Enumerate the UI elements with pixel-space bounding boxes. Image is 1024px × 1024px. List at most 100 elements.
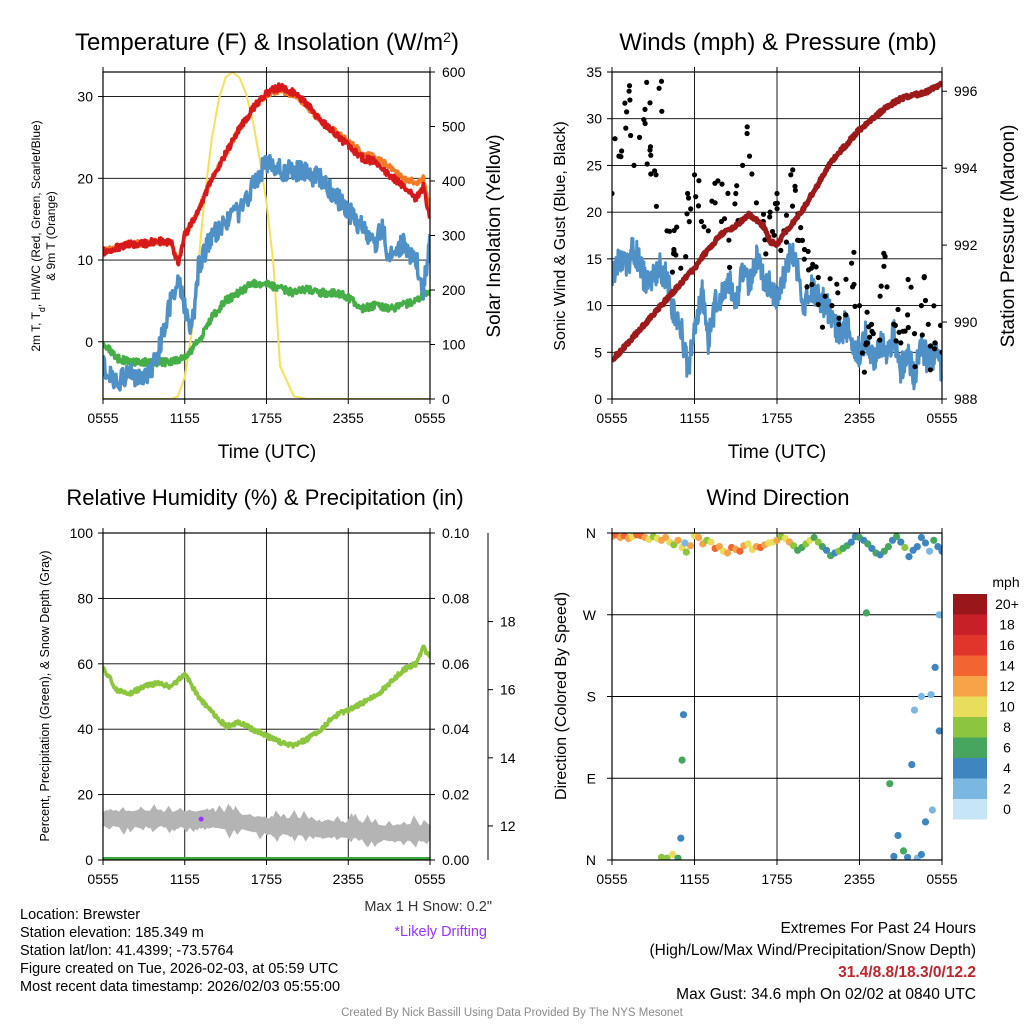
y-tick-label: 100 [70, 525, 94, 541]
direction-point [917, 850, 926, 859]
gust-point [674, 224, 680, 230]
gust-point [726, 237, 732, 243]
legend-label: 18 [999, 617, 1015, 633]
gust-point [658, 78, 665, 84]
gust-point [819, 324, 826, 330]
x-tick-label: 2355 [333, 410, 364, 426]
x-tick-label: 0555 [596, 410, 627, 426]
gust-point [783, 239, 790, 245]
legend-swatch [953, 758, 987, 779]
x-tick-label: 0555 [926, 410, 957, 426]
station-latlon: Station lat/lon: 41.4399; -73.5764 [20, 943, 234, 959]
gust-point [867, 334, 873, 340]
gust-point [669, 269, 676, 275]
direction-point [921, 818, 930, 826]
gust-point [612, 190, 615, 197]
y-tick-label: N [586, 852, 596, 868]
direction-point [931, 663, 939, 672]
gust-point [684, 211, 690, 217]
y2-tick-label: 300 [442, 228, 466, 244]
direction-point [880, 547, 888, 555]
gust-point [644, 79, 650, 85]
station-location: Location: Brewster [20, 907, 141, 923]
direction-point [674, 536, 682, 544]
legend-swatch [953, 614, 987, 635]
y-tick-label: 20 [586, 204, 602, 220]
x-tick-label: 2355 [844, 871, 875, 887]
gust-point [864, 340, 871, 346]
gust-point [678, 265, 684, 271]
y2-tick-label: 600 [442, 64, 466, 80]
gust-point [927, 367, 934, 373]
direction-point [893, 533, 901, 541]
y-tick-label: S [587, 689, 596, 705]
x-tick-label: 1155 [679, 871, 709, 887]
max-gust: Max Gust: 34.6 mph On 02/02 at 0840 UTC [676, 986, 976, 1003]
x-tick-label: 1755 [251, 871, 282, 887]
gust-point [642, 120, 648, 127]
gust-point [626, 88, 632, 94]
y-tick-label: E [587, 770, 596, 786]
y-tick-label: 15 [586, 251, 602, 267]
temperature-panel: Temperature (F) & Insolation (W/m2) 0555… [29, 29, 505, 463]
gust-point [691, 172, 698, 178]
gust-point [843, 312, 849, 318]
direction-point [679, 711, 688, 719]
gust-point [790, 167, 796, 173]
y-tick-label: 40 [77, 721, 93, 737]
direction-point [905, 553, 913, 561]
gust-point [905, 312, 911, 318]
gust-point [918, 303, 925, 309]
direction-point [927, 691, 935, 699]
direction-point [921, 539, 930, 547]
legend-swatch [953, 696, 987, 717]
y-tick-label: 20 [77, 787, 93, 803]
x-tick-label: 0555 [87, 871, 118, 887]
gust-point [644, 161, 650, 167]
gust-point [835, 290, 841, 296]
legend-swatch [953, 717, 987, 738]
x-tick-label: 0555 [414, 871, 445, 887]
gust-point [749, 171, 755, 177]
gust-point [788, 172, 794, 178]
legend-label: 16 [999, 637, 1015, 653]
gust-point [719, 181, 725, 187]
gust-point [667, 228, 673, 234]
gust-point [696, 178, 702, 184]
gust-point [778, 247, 784, 253]
gust-point [647, 100, 653, 106]
humidity-panel: Relative Humidity (%) & Precipitation (i… [38, 485, 516, 940]
legend-swatch [953, 799, 987, 820]
humidity-title: Relative Humidity (%) & Precipitation (i… [66, 485, 463, 510]
recent-timestamp: Most recent data timestamp: 2026/02/03 0… [20, 979, 341, 995]
gust-point [792, 183, 798, 189]
y-tick-label: N [586, 525, 596, 541]
direction-point [935, 611, 942, 619]
y2-tick-label: 0.06 [442, 656, 469, 672]
gust-point [683, 254, 689, 260]
gust-point [856, 303, 863, 309]
gust-point [631, 162, 637, 168]
gust-point [896, 329, 902, 335]
y-tick-label: 30 [77, 89, 93, 105]
gust-point [718, 218, 725, 225]
gust-point [884, 284, 890, 290]
gust-point [727, 264, 733, 270]
gust-point [618, 154, 624, 160]
x-tick-label: 0555 [926, 871, 957, 887]
drifting-marker [198, 816, 204, 822]
gust-point [671, 251, 677, 257]
gust-point [715, 178, 721, 184]
gust-point [908, 284, 914, 290]
gust-point [641, 117, 647, 123]
y2-tick-label: 996 [954, 83, 978, 99]
direction-point [894, 831, 902, 840]
direction-point [789, 542, 798, 550]
gust-point [767, 214, 773, 220]
gust-point [851, 249, 857, 255]
direction-point [682, 548, 690, 556]
x-tick-label: 2355 [333, 871, 364, 887]
gust-point [804, 284, 810, 290]
gust-point [927, 343, 934, 349]
